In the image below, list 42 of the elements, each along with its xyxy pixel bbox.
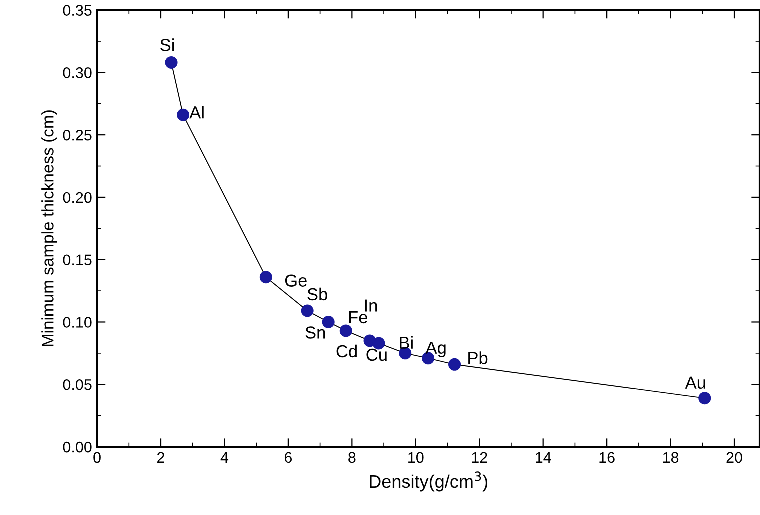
point bbox=[177, 108, 190, 122]
y-tick-label: 0.00 bbox=[63, 442, 92, 453]
x-tick-label: 4 bbox=[220, 452, 229, 463]
y-tick-label: 0.10 bbox=[63, 317, 92, 328]
y-tick-label: 0.30 bbox=[63, 68, 92, 78]
x-tick-label: 0 bbox=[94, 452, 101, 464]
x-tick-label: 8 bbox=[348, 452, 356, 464]
annotation: Sn bbox=[306, 326, 326, 339]
x-tick-label: 2 bbox=[158, 452, 164, 463]
annotation: Au bbox=[685, 376, 706, 390]
annotation: Ge bbox=[285, 274, 307, 287]
point bbox=[301, 304, 314, 318]
annotation: Sb bbox=[308, 288, 328, 301]
y-tick-label: 0.25 bbox=[63, 130, 92, 141]
point bbox=[322, 316, 335, 328]
annotation: Bi bbox=[400, 336, 413, 349]
x-tick-label: 20 bbox=[726, 452, 742, 464]
y-tick-label: 0.20 bbox=[63, 192, 92, 204]
x-tick-label: 6 bbox=[284, 452, 292, 464]
annotation: Si bbox=[160, 38, 174, 52]
x-tick-label: 16 bbox=[600, 452, 615, 464]
point bbox=[698, 392, 712, 405]
y-axis-title: Minimum sample thickness (cm) bbox=[42, 110, 58, 346]
x-axis-title: Density(g/cm$^{3}$) bbox=[370, 472, 488, 492]
annotation: Pb bbox=[468, 352, 488, 364]
annotation: Fe bbox=[349, 312, 368, 324]
x-tick-label: 12 bbox=[472, 452, 488, 463]
y-tick-label: 0.15 bbox=[63, 254, 92, 266]
x-tick-label: 14 bbox=[536, 452, 552, 463]
annotation: In bbox=[365, 300, 378, 312]
x-tick-label: 18 bbox=[663, 452, 679, 464]
x-tick-label: 10 bbox=[408, 452, 424, 464]
point bbox=[448, 358, 462, 371]
point bbox=[165, 56, 178, 69]
annotation: Al bbox=[190, 106, 204, 119]
point bbox=[260, 271, 272, 284]
y-tick-label: 0.35 bbox=[63, 5, 92, 16]
annotation: Cd bbox=[336, 344, 357, 358]
annotation: Ag bbox=[426, 342, 446, 358]
annotation: Cu bbox=[366, 348, 387, 362]
y-tick-label: 0.05 bbox=[63, 380, 92, 390]
point bbox=[340, 324, 352, 338]
